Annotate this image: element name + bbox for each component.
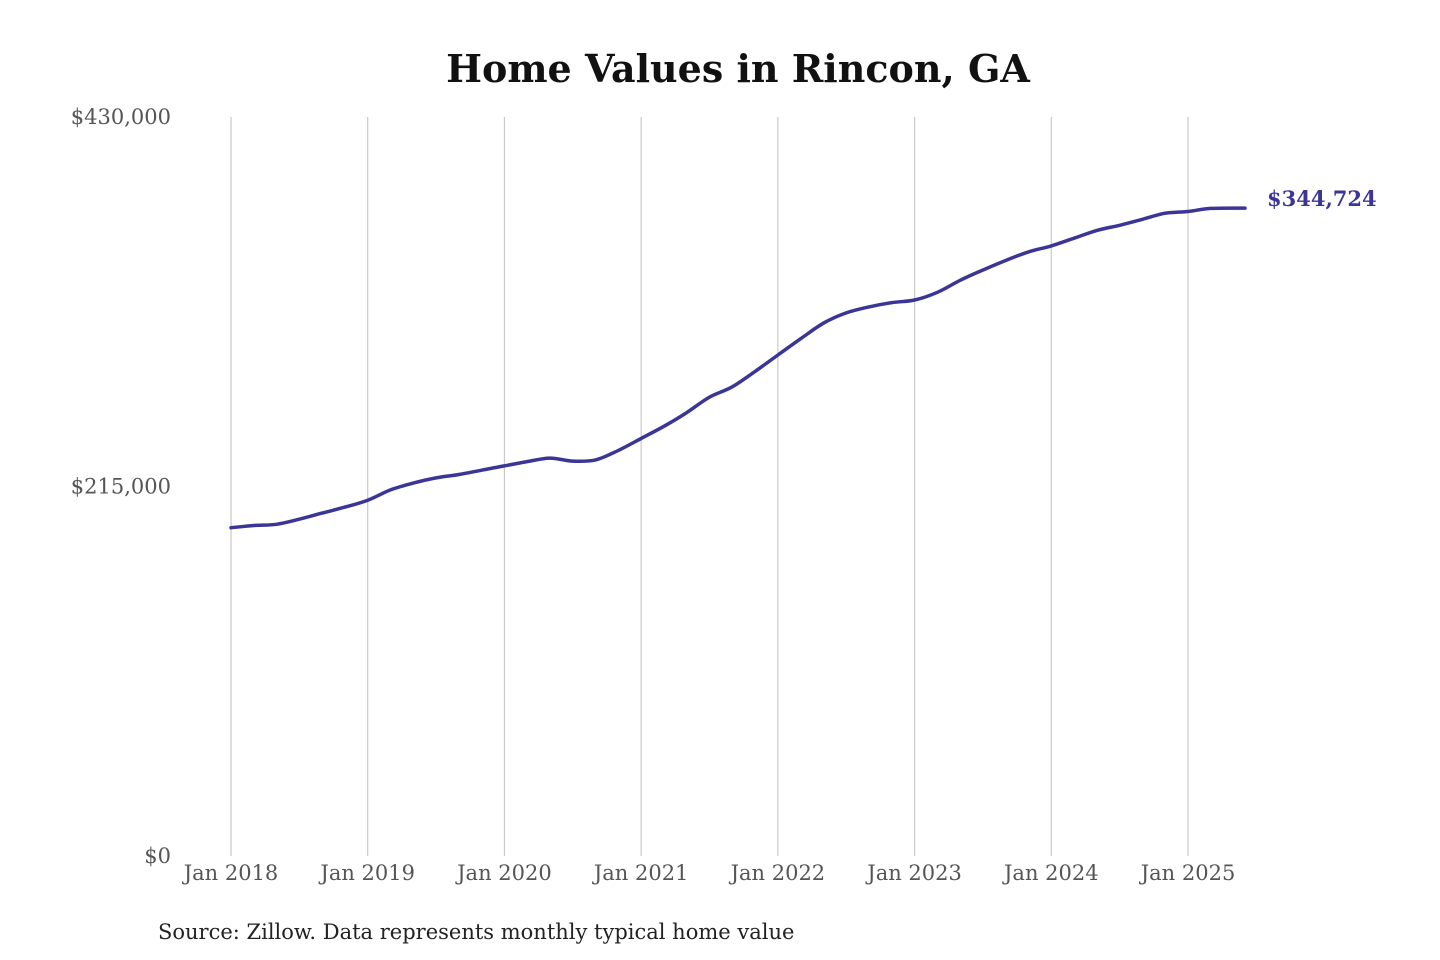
source-note: Source: Zillow. Data represents monthly … — [158, 920, 794, 944]
y-tick-label: $430,000 — [71, 105, 171, 129]
y-tick-label: $0 — [144, 844, 171, 868]
series-line-0 — [229, 206, 1247, 530]
x-tick-label: Jan 2020 — [455, 861, 552, 885]
y-axis: $430,000 $215,000 $0 — [71, 105, 171, 868]
series-layer — [229, 206, 1247, 530]
x-axis: Jan 2018 Jan 2019 Jan 2020 Jan 2021 Jan 2022… — [182, 861, 1236, 885]
x-tick-label: Jan 2021 — [592, 861, 689, 885]
x-tick-label: Jan 2018 — [182, 861, 279, 885]
x-tick-label: Jan 2022 — [729, 861, 826, 885]
x-tick-label: Jan 2024 — [1002, 861, 1099, 885]
chart-title: Home Values in Rincon, GA — [446, 46, 1030, 91]
x-tick-label: Jan 2019 — [318, 861, 415, 885]
gridlines — [230, 117, 1189, 856]
last-value-label: $344,724 — [1267, 186, 1377, 211]
y-tick-label: $215,000 — [71, 475, 171, 499]
x-tick-label: Jan 2025 — [1139, 861, 1236, 885]
x-tick-label: Jan 2023 — [865, 861, 962, 885]
